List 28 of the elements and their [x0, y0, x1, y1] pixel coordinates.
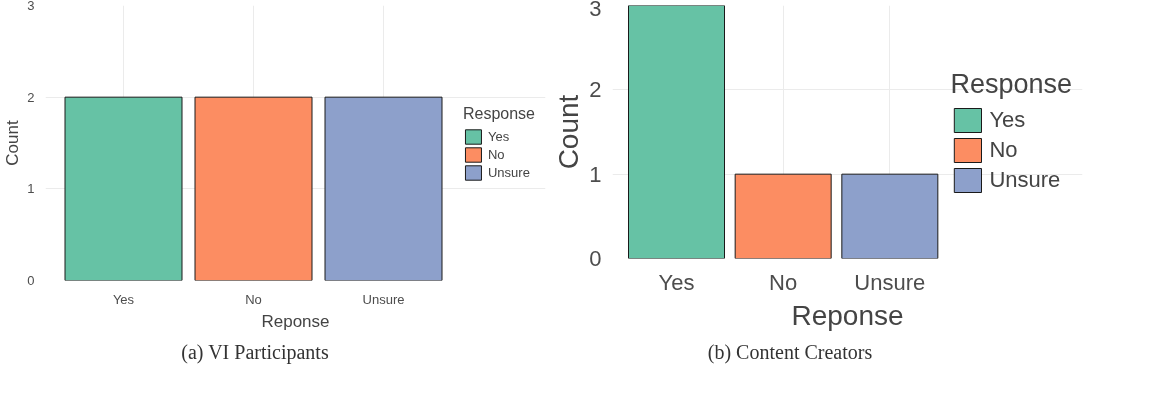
x-tick-label: No — [245, 291, 262, 307]
y-tick-label: 2 — [27, 89, 35, 105]
text: (b) Content Creators — [707, 340, 873, 366]
x-tick-label: Unsure — [854, 269, 926, 295]
y-tick-label: 1 — [27, 181, 35, 197]
x-tick-label: Yes — [658, 269, 695, 295]
y-tick-label: 3 — [589, 0, 602, 21]
legend-title: Response — [462, 104, 535, 122]
y-tick-label: 0 — [27, 273, 35, 288]
legend-title: Response — [950, 68, 1072, 100]
legend-label: No — [989, 136, 1018, 163]
legend-label: Yes — [989, 106, 1026, 133]
x-tick-label: Yes — [112, 291, 135, 307]
y-tick-label: 2 — [589, 77, 602, 103]
legend-label: Yes — [487, 128, 510, 144]
y-tick-label: 1 — [589, 161, 602, 187]
y-axis-title: Count — [553, 94, 585, 170]
y-tick-label: 3 — [27, 0, 35, 13]
y-tick-label: 0 — [589, 246, 602, 271]
x-axis-title: Reponse — [791, 299, 904, 331]
legend-label: Unsure — [487, 164, 530, 180]
legend-label: No — [487, 146, 506, 162]
legend-label: Unsure — [989, 166, 1061, 193]
x-tick-label: No — [769, 269, 798, 295]
x-tick-label: Unsure — [362, 291, 405, 307]
y-axis-title: Count — [3, 120, 23, 166]
text: (a) VI Participants — [181, 340, 329, 366]
x-axis-title: Reponse — [261, 311, 330, 331]
